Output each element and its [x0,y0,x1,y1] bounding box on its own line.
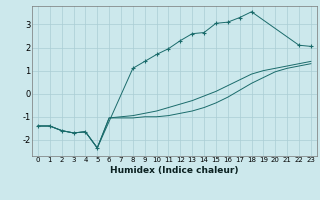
X-axis label: Humidex (Indice chaleur): Humidex (Indice chaleur) [110,166,239,175]
